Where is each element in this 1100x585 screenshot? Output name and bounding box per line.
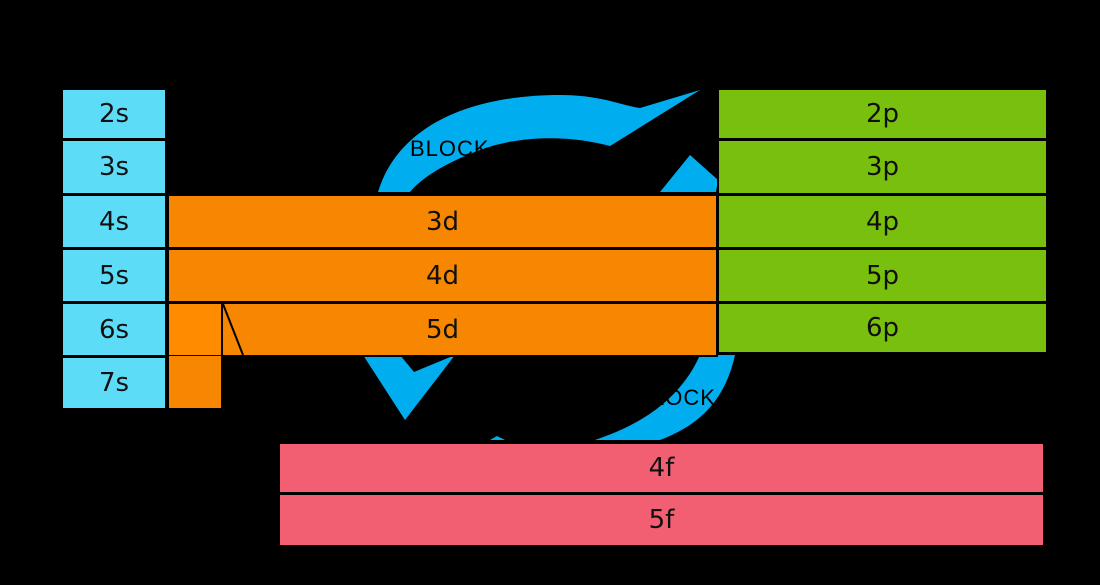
s-cell-6s: 6s bbox=[61, 302, 167, 357]
p-cell-6p: 6p bbox=[717, 302, 1048, 354]
d-cell-actinide-gap bbox=[167, 356, 223, 410]
s-cell-7s: 7s bbox=[61, 356, 167, 410]
s-cell-5s: 5s bbox=[61, 248, 167, 303]
bottom-arrow-icon bbox=[595, 355, 735, 440]
d-cell-4d: 4d bbox=[167, 248, 718, 303]
f-block-marker-icon bbox=[222, 303, 244, 356]
p-cell-2p: 2p bbox=[717, 88, 1048, 140]
s-cell-2s: 2s bbox=[61, 88, 167, 140]
s-cell-4s: 4s bbox=[61, 194, 167, 249]
f-cell-5f: 5f bbox=[278, 493, 1045, 547]
p-cell-3p: 3p bbox=[717, 139, 1048, 195]
bottom-arrow-label: LOCK bbox=[652, 385, 716, 410]
s-cell-3s: 3s bbox=[61, 139, 167, 195]
d-cell-3d: 3d bbox=[167, 194, 718, 249]
d-cell-5d: 5d bbox=[167, 302, 718, 357]
f-cell-4f: 4f bbox=[278, 442, 1045, 494]
top-arrow-label: BLOCK bbox=[410, 136, 490, 161]
left-arrow-icon bbox=[363, 355, 455, 420]
p-cell-4p: 4p bbox=[717, 194, 1048, 249]
top-arrow-icon bbox=[378, 90, 700, 192]
p-cell-5p: 5p bbox=[717, 248, 1048, 303]
d-cell-lanthanide-gap bbox=[167, 302, 223, 357]
